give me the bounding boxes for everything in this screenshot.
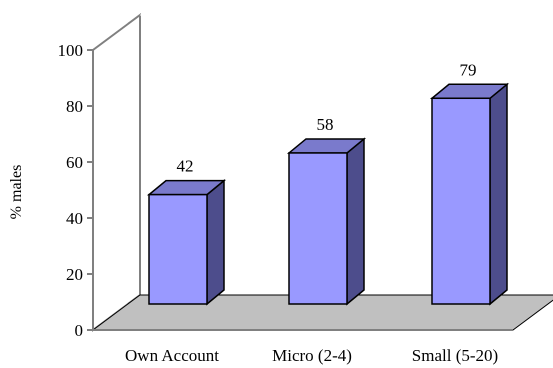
side-wall [92, 13, 141, 332]
labels: 42 Own Account 58 Micro (2-4) 79 Small (5-20) [125, 60, 498, 365]
y-axis: 0 20 40 60 80 100 [58, 41, 94, 340]
category-label: Micro (2-4) [272, 346, 352, 365]
bar-2 [286, 137, 367, 306]
y-tick-label: 20 [66, 265, 83, 284]
y-tick-label: 0 [75, 321, 84, 340]
category-label: Small (5-20) [412, 346, 498, 365]
bar-front [431, 97, 491, 305]
y-tick-label: 60 [66, 153, 83, 172]
category-label: Own Account [125, 346, 219, 365]
bars [146, 82, 510, 306]
bar-side [206, 179, 225, 306]
bar-1 [146, 179, 227, 306]
y-tick-label: 100 [58, 41, 84, 60]
data-label: 58 [317, 115, 334, 134]
bar-3 [429, 82, 510, 306]
bar-side [489, 82, 508, 306]
bar-front [288, 152, 348, 305]
bar-side [346, 137, 365, 306]
y-tick-label: 40 [66, 209, 83, 228]
y-axis-title: % males [8, 165, 25, 220]
y-tick-label: 80 [66, 97, 83, 116]
bar-front [148, 193, 208, 305]
data-label: 79 [460, 60, 477, 79]
data-label: 42 [177, 157, 194, 176]
